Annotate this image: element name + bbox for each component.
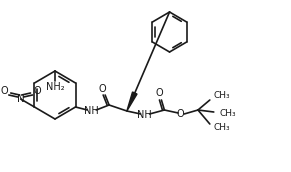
Text: O: O [176,109,184,119]
Text: NH₂: NH₂ [46,82,64,92]
Polygon shape [127,92,137,111]
Text: CH₃: CH₃ [214,92,230,100]
Text: N: N [17,94,24,104]
Text: NH: NH [84,106,99,116]
Text: O: O [34,86,41,96]
Text: CH₃: CH₃ [220,110,236,119]
Text: O: O [156,88,163,98]
Text: NH: NH [137,110,152,120]
Text: CH₃: CH₃ [214,123,230,132]
Text: O: O [98,84,106,94]
Text: O: O [0,86,8,96]
